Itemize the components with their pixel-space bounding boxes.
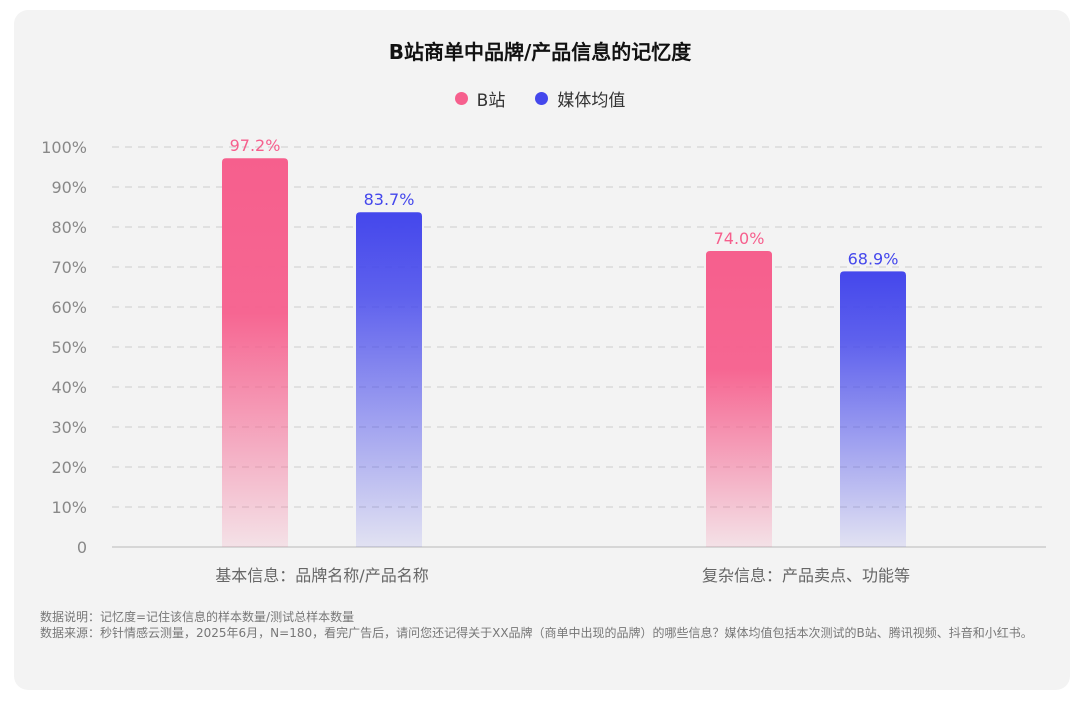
bar-media-avg-1 xyxy=(840,271,906,547)
y-tick-label: 80% xyxy=(51,218,87,237)
footnote-definition: 数据说明：记忆度=记住该信息的样本数量/测试总样本数量 xyxy=(40,610,355,624)
y-tick-label: 70% xyxy=(51,258,87,277)
data-label: 83.7% xyxy=(364,190,415,209)
y-tick-label: 20% xyxy=(51,458,87,477)
y-tick-label: 90% xyxy=(51,178,87,197)
data-label: 97.2% xyxy=(230,136,281,155)
x-category-label: 基本信息：品牌名称/产品名称 xyxy=(215,566,428,585)
bar-chart: 0 10% 20% 30% 40% 50% 60% 70% 80% 90% 100% 97.2% 83.… xyxy=(41,136,1046,585)
y-tick-label: 10% xyxy=(51,498,87,517)
data-label: 74.0% xyxy=(714,229,765,248)
legend-item-media-avg[interactable]: 媒体均值 xyxy=(535,86,625,111)
y-tick-label: 100% xyxy=(41,138,87,157)
y-tick-label: 0 xyxy=(77,538,87,557)
x-category-label: 复杂信息：产品卖点、功能等 xyxy=(702,566,910,585)
footnote-source: 数据来源：秒针情感云测量，2025年6月，N=180，看完广告后，请问您还记得关… xyxy=(40,626,1033,640)
bar-bilibili-0 xyxy=(222,158,288,547)
data-label: 68.9% xyxy=(848,249,899,268)
legend-label-media-avg: 媒体均值 xyxy=(557,91,626,111)
footnotes: 数据说明：记忆度=记住该信息的样本数量/测试总样本数量 数据来源：秒针情感云测量… xyxy=(40,609,1040,641)
bar-media-avg-0 xyxy=(356,212,422,547)
legend-dot-media-avg xyxy=(535,92,549,105)
chart-title: B站商单中品牌/产品信息的记忆度 xyxy=(388,40,692,64)
legend-dot-bilibili xyxy=(454,92,468,105)
legend-label-bilibili: B站 xyxy=(476,91,506,111)
y-tick-label: 60% xyxy=(51,298,87,317)
bar-bilibili-1 xyxy=(706,251,772,547)
y-tick-label: 50% xyxy=(51,338,87,357)
legend-item-bilibili[interactable]: B站 xyxy=(454,86,506,111)
chart-legend: B站 媒体均值 xyxy=(0,86,1080,111)
y-tick-label: 40% xyxy=(51,378,87,397)
y-tick-label: 30% xyxy=(51,418,87,437)
